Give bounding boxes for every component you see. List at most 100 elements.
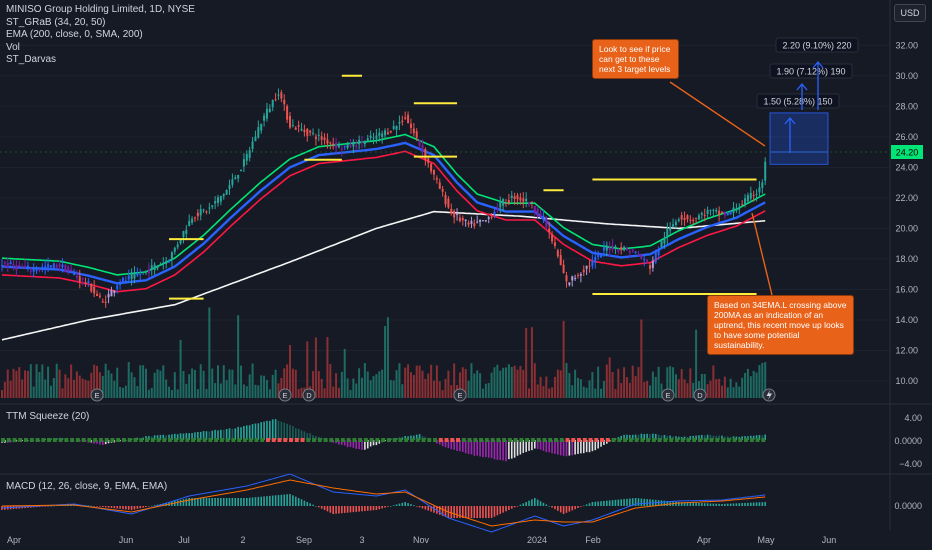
squeeze-bar xyxy=(663,435,666,440)
macd-histogram-bar xyxy=(176,500,179,506)
volume-bar xyxy=(363,363,366,398)
macd-histogram-bar xyxy=(415,506,418,507)
volume-bar xyxy=(453,363,456,398)
macd-histogram-bar xyxy=(744,502,746,506)
squeeze-bar xyxy=(692,435,694,440)
squeeze-bar xyxy=(156,435,159,440)
volume-bar xyxy=(761,362,764,398)
volume-bar xyxy=(493,367,496,398)
volume-bar xyxy=(746,368,749,398)
candle-body xyxy=(231,179,234,185)
squeeze-dot xyxy=(473,438,478,442)
volume-bar xyxy=(378,371,381,398)
squeeze-dot xyxy=(721,438,725,442)
candle-body xyxy=(605,245,608,251)
macd-histogram-bar xyxy=(444,506,447,517)
candle-body xyxy=(358,139,361,145)
macd-histogram-bar xyxy=(479,506,481,518)
macd-histogram-bar xyxy=(724,503,726,506)
squeeze-bar xyxy=(254,423,257,440)
squeeze-dot xyxy=(283,438,288,442)
price-tick-label: 16.00 xyxy=(895,284,918,294)
volume-bar xyxy=(539,376,542,398)
squeeze-dot xyxy=(571,438,576,442)
macd-histogram-bar xyxy=(139,506,142,509)
price-tick-label: 20.00 xyxy=(895,223,918,233)
volume-bar xyxy=(409,372,412,398)
squeeze-bar xyxy=(263,421,265,440)
indicator-ema200[interactable]: EMA (200, close, 0, SMA, 200) xyxy=(6,29,143,40)
volume-bar xyxy=(764,362,767,398)
macd-histogram-bar xyxy=(539,501,542,506)
macd-histogram-bar xyxy=(47,506,49,507)
macd-histogram-bar xyxy=(355,506,358,512)
volume-bar xyxy=(70,364,73,398)
indicator-darvas[interactable]: ST_Darvas xyxy=(6,54,57,65)
squeeze-dot xyxy=(369,438,374,442)
squeeze-bar xyxy=(568,440,571,456)
macd-histogram-bar xyxy=(277,495,280,506)
candle-body xyxy=(556,250,559,257)
volume-bar xyxy=(182,370,185,398)
squeeze-bar xyxy=(565,440,568,457)
macd-histogram-bar xyxy=(620,499,622,506)
symbol-title[interactable]: MINISO Group Holding Limited, 1D, NYSE xyxy=(6,4,195,15)
macd-histogram-bar xyxy=(228,498,231,506)
candle-body xyxy=(12,264,15,266)
candle-body xyxy=(571,276,574,281)
volume-bar xyxy=(481,388,484,398)
volume-bar xyxy=(551,387,554,398)
candle-body xyxy=(185,229,188,235)
earnings-badge xyxy=(278,388,292,402)
candle-body xyxy=(268,108,271,113)
candle-body xyxy=(490,216,493,218)
volume-bar xyxy=(499,370,502,398)
squeeze-bar xyxy=(358,440,360,450)
candle-body xyxy=(657,250,660,256)
macd-histogram-bar xyxy=(545,504,548,506)
squeeze-dot xyxy=(110,438,115,442)
price-tick-label: 32.00 xyxy=(895,40,918,50)
currency-button[interactable]: USD xyxy=(894,4,926,22)
volume-bar xyxy=(585,387,588,398)
candle-body xyxy=(170,252,173,260)
volume-bar xyxy=(283,368,286,398)
candle-body xyxy=(35,270,38,272)
macd-histogram-bar xyxy=(531,499,533,506)
volume-bar xyxy=(352,378,355,398)
macd-legend[interactable]: MACD (12, 26, close, 9, EMA, EMA) xyxy=(6,481,168,492)
volume-bar xyxy=(735,382,738,398)
ttm-squeeze-legend[interactable]: TTM Squeeze (20) xyxy=(6,411,90,422)
macd-histogram-bar xyxy=(660,500,663,506)
indicator-volume[interactable]: Vol xyxy=(6,41,20,53)
candle-body xyxy=(582,269,585,273)
macd-histogram-bar xyxy=(643,498,646,506)
candle-body xyxy=(199,209,202,216)
macd-histogram-bar xyxy=(626,498,628,506)
earnings-badge-label: D xyxy=(306,391,312,400)
squeeze-dot xyxy=(323,438,328,442)
indicator-grab[interactable]: ST_GRaB (34, 20, 50) xyxy=(6,16,106,28)
volume-bar xyxy=(421,370,424,398)
squeeze-bar xyxy=(286,423,288,440)
candle-body xyxy=(355,145,358,148)
squeeze-dot xyxy=(686,438,691,442)
candle-body xyxy=(424,149,427,161)
volume-bar xyxy=(703,374,706,398)
squeeze-dot xyxy=(404,438,409,442)
macd-histogram-bar xyxy=(401,502,404,506)
candle-body xyxy=(409,123,412,128)
macd-histogram-bar xyxy=(675,501,677,506)
squeeze-bar xyxy=(528,440,530,451)
squeeze-bar xyxy=(513,440,516,458)
squeeze-bar xyxy=(559,440,562,456)
candle-body xyxy=(484,220,487,222)
candle-body xyxy=(404,117,407,119)
volume-bar xyxy=(384,326,387,398)
squeeze-bar xyxy=(312,435,314,440)
candle-body xyxy=(686,215,689,220)
macd-histogram-bar xyxy=(513,506,516,508)
squeeze-dot xyxy=(346,438,351,442)
candle-body xyxy=(758,187,761,193)
